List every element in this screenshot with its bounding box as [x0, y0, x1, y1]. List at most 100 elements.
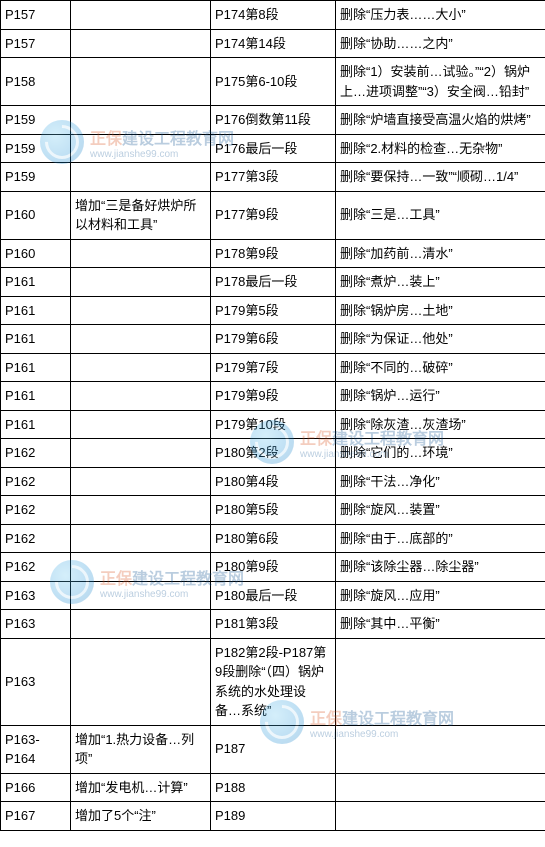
cell-c1: P162 — [1, 467, 71, 496]
cell-c2 — [71, 163, 211, 192]
cell-c4: 删除“三是…工具” — [336, 191, 545, 239]
cell-c4: 删除“1）安装前…试验。”“2）锅炉上…进项调整”“3）安全阀…铅封” — [336, 58, 545, 106]
cell-c3: P179第9段 — [211, 382, 336, 411]
cell-c2 — [71, 581, 211, 610]
cell-c2 — [71, 439, 211, 468]
cell-c2 — [71, 106, 211, 135]
table-row: P162P180第5段删除“旋风…装置” — [1, 496, 545, 525]
cell-c1: P163 — [1, 581, 71, 610]
cell-c3: P187 — [211, 725, 336, 773]
cell-c4: 删除“旋风…应用” — [336, 581, 545, 610]
table-row: P161P179第5段删除“锅炉房…土地” — [1, 296, 545, 325]
cell-c4: 删除“旋风…装置” — [336, 496, 545, 525]
cell-c4: 删除“不同的…破碎” — [336, 353, 545, 382]
cell-c2 — [71, 325, 211, 354]
cell-c4: 删除“干法…净化” — [336, 467, 545, 496]
table-row: P162 P180第6段删除“由于…底部的” — [1, 524, 545, 553]
cell-c2 — [71, 239, 211, 268]
table-row: P161P179第10段删除“除灰渣…灰渣场” — [1, 410, 545, 439]
cell-c4: 删除“为保证…他处” — [336, 325, 545, 354]
cell-c1: P161 — [1, 325, 71, 354]
cell-c4: 删除“由于…底部的” — [336, 524, 545, 553]
cell-c3: P181第3段 — [211, 610, 336, 639]
table-row: P166增加“发电机…计算”P188 — [1, 773, 545, 802]
cell-c3: P179第7段 — [211, 353, 336, 382]
cell-c2 — [71, 496, 211, 525]
cell-c1: P159 — [1, 163, 71, 192]
table-row: P163P182第2段-P187第9段删除“（四）锅炉系统的水处理设备…系统” — [1, 638, 545, 725]
cell-c3: P180最后一段 — [211, 581, 336, 610]
table-row: P160 P178第9段删除“加药前…清水” — [1, 239, 545, 268]
cell-c1: P163-P164 — [1, 725, 71, 773]
cell-c1: P158 — [1, 58, 71, 106]
cell-c1: P162 — [1, 496, 71, 525]
table-row: P161P178最后一段删除“煮炉…装上” — [1, 268, 545, 297]
cell-c1: P157 — [1, 29, 71, 58]
cell-c3: P178第9段 — [211, 239, 336, 268]
cell-c3: P177第3段 — [211, 163, 336, 192]
cell-c4: 删除“煮炉…装上” — [336, 268, 545, 297]
cell-c2 — [71, 410, 211, 439]
cell-c3: P180第6段 — [211, 524, 336, 553]
cell-c4: 删除“加药前…清水” — [336, 239, 545, 268]
table-row: P160增加“三是备好烘炉所以材料和工具”P177第9段删除“三是…工具” — [1, 191, 545, 239]
cell-c2 — [71, 382, 211, 411]
cell-c1: P161 — [1, 268, 71, 297]
cell-c4 — [336, 773, 545, 802]
cell-c2: 增加“发电机…计算” — [71, 773, 211, 802]
table-row: P158P175第6-10段删除“1）安装前…试验。”“2）锅炉上…进项调整”“… — [1, 58, 545, 106]
table-row: P162 P180第4段删除“干法…净化” — [1, 467, 545, 496]
cell-c1: P166 — [1, 773, 71, 802]
cell-c2: 增加了5个“注” — [71, 802, 211, 831]
table-row: P159 P176倒数第11段删除“炉墙直接受高温火焰的烘烤” — [1, 106, 545, 135]
cell-c1: P163 — [1, 610, 71, 639]
cell-c4: 删除“压力表……大小” — [336, 1, 545, 30]
cell-c1: P160 — [1, 239, 71, 268]
cell-c4: 删除“该除尘器…除尘器” — [336, 553, 545, 582]
cell-c4: 删除“炉墙直接受高温火焰的烘烤” — [336, 106, 545, 135]
cell-c2 — [71, 610, 211, 639]
table-row: P161 P179第9段删除“锅炉…运行” — [1, 382, 545, 411]
cell-c1: P162 — [1, 553, 71, 582]
cell-c2 — [71, 29, 211, 58]
table-row: P162 P180第9段删除“该除尘器…除尘器” — [1, 553, 545, 582]
cell-c3: P180第4段 — [211, 467, 336, 496]
cell-c4 — [336, 638, 545, 725]
cell-c2 — [71, 134, 211, 163]
cell-c3: P179第5段 — [211, 296, 336, 325]
table-row: P159P176最后一段删除“2.材料的检查…无杂物” — [1, 134, 545, 163]
table-row: P163 P181第3段删除“其中…平衡” — [1, 610, 545, 639]
cell-c2 — [71, 1, 211, 30]
cell-c1: P157 — [1, 1, 71, 30]
cell-c2 — [71, 524, 211, 553]
cell-c3: P176倒数第11段 — [211, 106, 336, 135]
table-row: P162P180第2段删除“它们的…环境” — [1, 439, 545, 468]
cell-c1: P160 — [1, 191, 71, 239]
table-row: P163-P164增加“1.热力设备…列项”P187 — [1, 725, 545, 773]
cell-c1: P161 — [1, 382, 71, 411]
table-row: P157P174第14段删除“协助……之内” — [1, 29, 545, 58]
cell-c4: 删除“协助……之内” — [336, 29, 545, 58]
cell-c1: P161 — [1, 296, 71, 325]
cell-c4: 删除“其中…平衡” — [336, 610, 545, 639]
cell-c4: 删除“锅炉…运行” — [336, 382, 545, 411]
cell-c2 — [71, 638, 211, 725]
cell-c2 — [71, 296, 211, 325]
table-row: P161P179第7段删除“不同的…破碎” — [1, 353, 545, 382]
cell-c1: P162 — [1, 524, 71, 553]
table-row: P167增加了5个“注”P189 — [1, 802, 545, 831]
cell-c4: 删除“它们的…环境” — [336, 439, 545, 468]
cell-c3: P180第2段 — [211, 439, 336, 468]
cell-c1: P159 — [1, 106, 71, 135]
cell-c4 — [336, 725, 545, 773]
cell-c1: P163 — [1, 638, 71, 725]
cell-c4: 删除“2.材料的检查…无杂物” — [336, 134, 545, 163]
cell-c4: 删除“除灰渣…灰渣场” — [336, 410, 545, 439]
cell-c2 — [71, 553, 211, 582]
cell-c2 — [71, 467, 211, 496]
cell-c3: P180第9段 — [211, 553, 336, 582]
cell-c1: P167 — [1, 802, 71, 831]
table-row: P159P177第3段删除“要保持…一致”“顺砌…1/4” — [1, 163, 545, 192]
cell-c3: P176最后一段 — [211, 134, 336, 163]
cell-c3: P188 — [211, 773, 336, 802]
